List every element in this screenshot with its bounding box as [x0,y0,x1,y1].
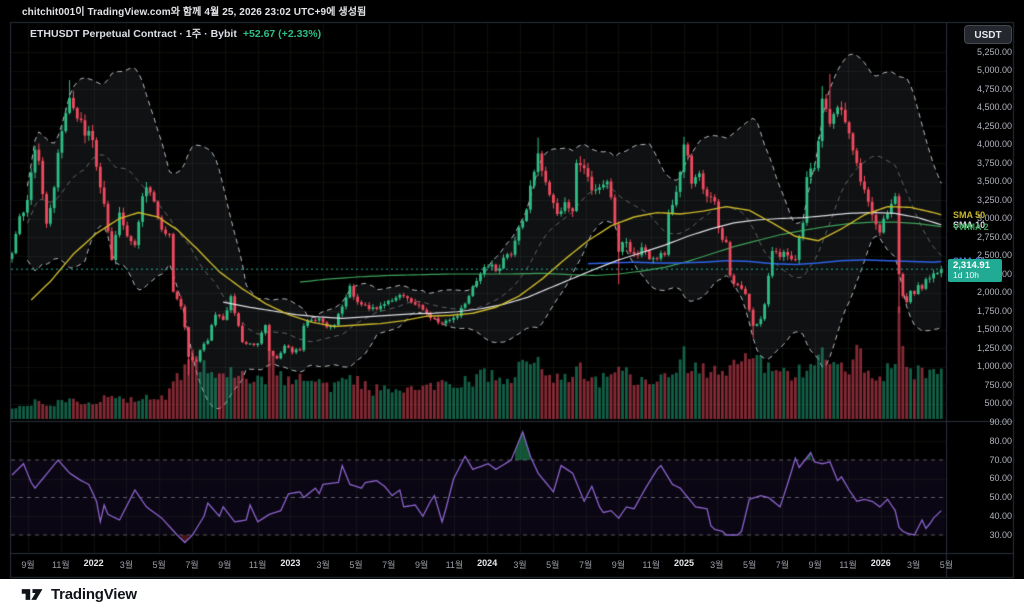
rsi-tick-label: 30.00 [989,529,1012,540]
time-label-month: 11월 [839,560,857,570]
price-tick-label: 1,750.00 [976,305,1012,316]
time-label-month: 5월 [546,560,560,570]
time-label-month: 3월 [316,560,330,570]
ma-label: SMA 10 [953,219,986,230]
ma-label: SMA 50 [953,209,986,220]
price-tick-label: 3,000.00 [976,213,1012,223]
price-tick-label: 500.00 [984,398,1012,408]
time-label-month: 9월 [808,560,822,570]
price-tick-label: 4,000.00 [976,139,1012,149]
price-tick-label: 2,500.00 [976,250,1012,260]
last-price-value: 2,314.91 [953,260,990,272]
footer-bar: TradingView [0,579,1024,609]
time-label-year: 2025 [673,558,695,568]
price-tick-label: 1,000.00 [976,361,1012,371]
time-label-month: 7월 [578,560,593,570]
price-tick-label: 2,750.00 [976,231,1012,242]
time-label-month: 3월 [119,560,134,570]
price-tick-label: 4,250.00 [976,120,1012,131]
symbol-title[interactable]: ETHUSDT Perpetual Contract · 1주 · Bybit [30,28,237,40]
price-tick-label: 750.00 [984,379,1012,390]
time-label-month: 3월 [710,560,724,570]
time-label-month: 7월 [382,560,396,570]
price-axis[interactable]: 5,250.00 5,000.00 4,750.00 4,500.00 4,250.00… [946,22,1024,578]
price-tick-label: 3,500.00 [976,176,1012,186]
rsi-tick-label: 40.00 [989,510,1012,521]
price-tick-label: 1,500.00 [976,324,1012,334]
time-label-month: 5월 [152,560,166,570]
rsi-tick-label: 70.00 [989,454,1012,465]
time-label-month: 11월 [642,560,660,570]
last-price-tag: 2,314.91 1d 10h [948,259,1002,283]
time-label-month: 9월 [414,560,429,570]
time-label-month: 5월 [349,560,363,570]
price-tick-label: 5,000.00 [976,65,1012,75]
rsi-tick-label: 90.00 [989,417,1012,427]
bar-countdown: 1d 10h [953,270,979,281]
chart-legend[interactable]: ETHUSDT Perpetual Contract · 1주 · Bybit +… [30,26,321,41]
tradingview-mark-icon [21,588,43,600]
ma-label: VWMA 2 [953,221,989,232]
time-label-month: 9월 [218,560,232,570]
price-tick-label: 4,750.00 [976,83,1012,94]
time-label-year: 2023 [280,558,301,568]
price-change: +52.67 (+2.33%) [242,28,322,40]
rsi-tick-label: 60.00 [989,473,1012,484]
price-tick-label: 1,250.00 [976,342,1012,353]
time-label-month: 7월 [775,560,790,570]
time-label-month: 11월 [51,560,70,570]
price-tick-label: 2,000.00 [976,287,1012,297]
price-tick-label: 4,500.00 [976,102,1012,112]
tradingview-logo[interactable]: TradingView [21,585,137,604]
time-label-month: 3월 [906,560,921,570]
rsi-tick-label: 50.00 [989,492,1012,502]
price-tick-label: 5,250.00 [976,46,1012,57]
time-label-year: 2022 [83,558,104,568]
time-label-month: 7월 [185,560,199,570]
currency-toggle-button[interactable]: USDT [964,25,1012,44]
time-axis[interactable]: 9월 11월 2022 3월 5월 7월 9월 11월 2023 3월 5월 7월 9월 11월 2024 3… [10,553,1014,578]
time-label-month: 11월 [248,560,267,570]
price-tick-label: 3,250.00 [976,194,1012,205]
time-label-year: 2024 [477,558,498,568]
time-label-month: 3월 [513,560,527,570]
time-label-month: 5월 [939,560,954,570]
time-label-month: 5월 [742,560,757,570]
time-label-month: 9월 [21,560,35,570]
time-label-month: 11월 [445,560,464,570]
rsi-tick-label: 80.00 [989,435,1012,446]
time-label-year: 2026 [870,558,891,568]
price-tick-label: 3,750.00 [976,157,1012,168]
time-label-month: 9월 [611,560,626,570]
attribution-bar: chitchit001이 TradingView.com와 함께 4월 25, … [22,7,367,18]
tradingview-wordmark: TradingView [51,585,137,603]
